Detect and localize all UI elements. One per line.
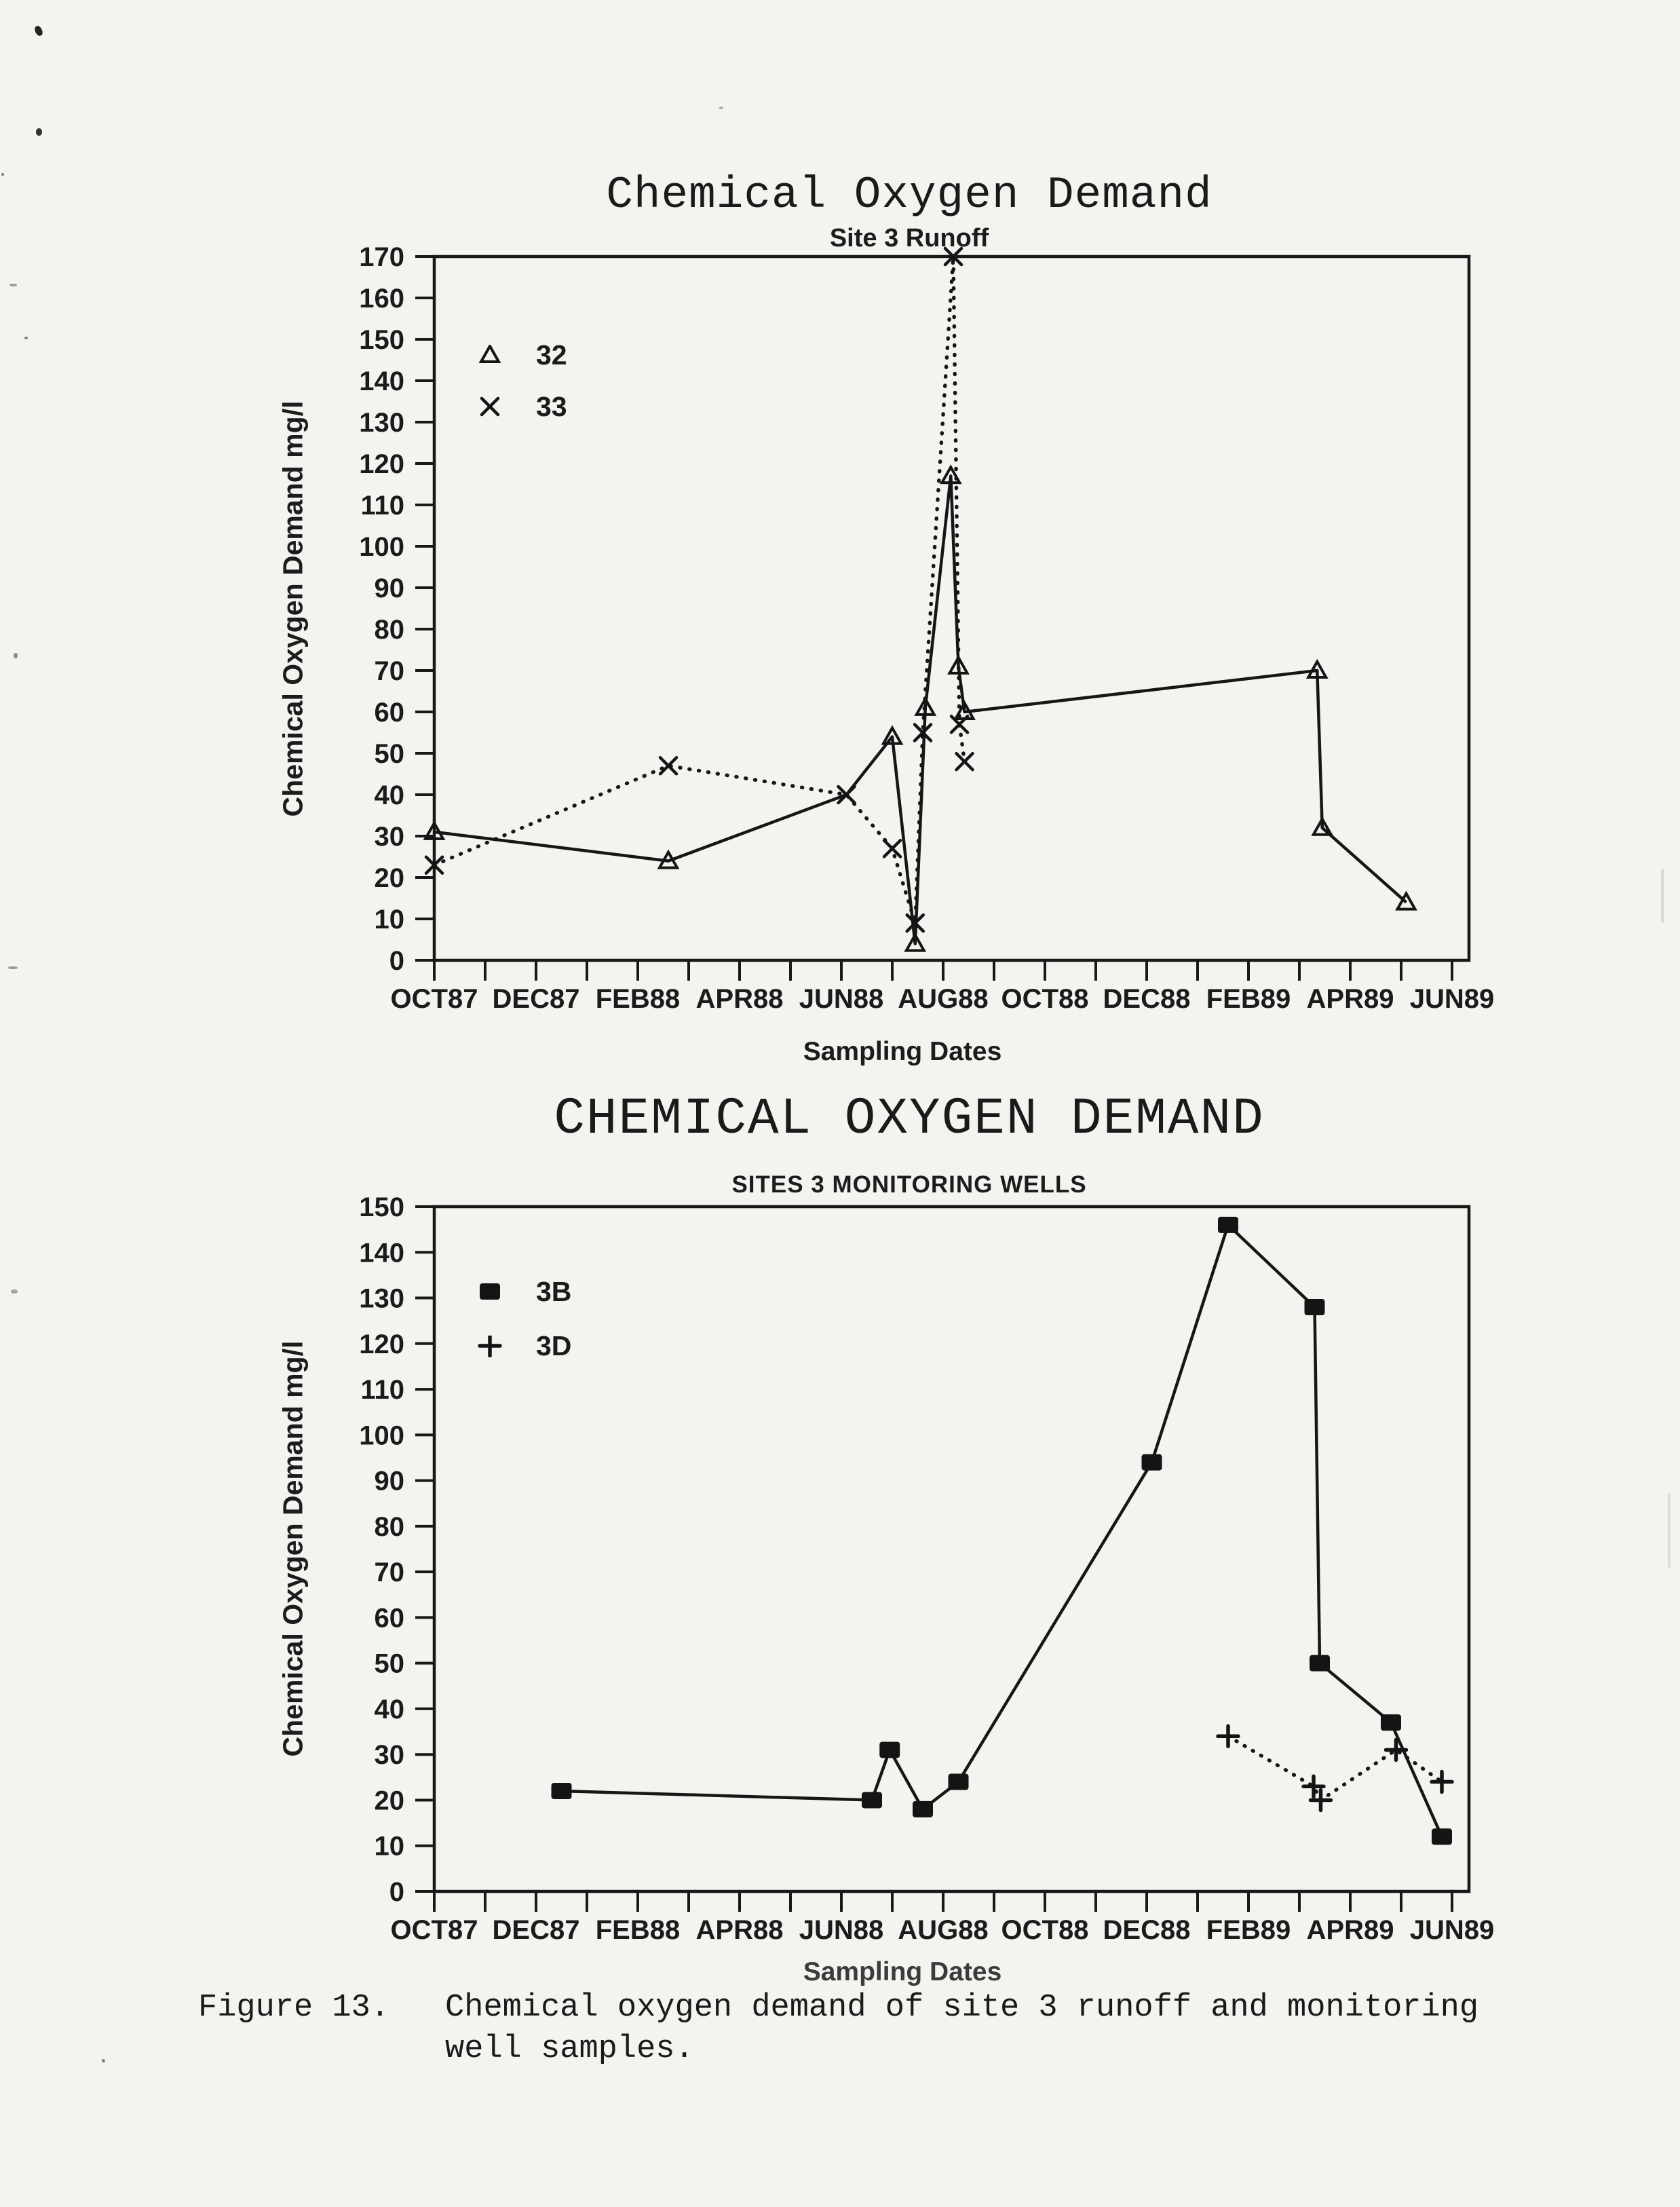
plot-area-0: 0 10 20 30 40 50 60 70 80 90 100 110 120 130 140 150 160… [359, 242, 1494, 1014]
x-tick-label: JUN88 [799, 1915, 884, 1945]
y-tick-label: 90 [375, 573, 405, 603]
y-tick-label: 140 [359, 366, 404, 396]
x-tick-label: OCT87 [391, 984, 478, 1014]
legend-label: 33 [536, 391, 567, 422]
x-tick-label: FEB89 [1206, 984, 1291, 1014]
figure-caption-label: Figure 13. [198, 1990, 390, 2026]
legend-label: 32 [536, 339, 567, 371]
y-tick-label: 140 [359, 1238, 404, 1268]
legend-label: 3D [536, 1330, 572, 1361]
x-tick-label: JUN88 [799, 984, 884, 1014]
triangle-marker-icon [478, 344, 501, 363]
series-line-3B [561, 1223, 1444, 1838]
figure-caption-text: Chemical oxygen demand of site 3 runoff … [445, 1987, 1478, 2070]
y-tick-label: 20 [375, 863, 405, 893]
y-tick-label: 30 [375, 822, 405, 852]
y-tick-label: 80 [375, 615, 405, 645]
scan-speck [9, 284, 17, 286]
x-tick-label: OCT88 [1001, 1915, 1089, 1945]
x-tick-label: FEB89 [1206, 1915, 1291, 1945]
y-tick-label: 20 [375, 1786, 405, 1815]
series-line-32 [434, 474, 1407, 945]
chart2-legend-item-3D: 3D [478, 1330, 571, 1362]
y-tick-label: 70 [375, 1558, 405, 1587]
chart2-legend-item-3B: 3B [478, 1276, 571, 1308]
chart1-x-axis-label: Sampling Dates [803, 1037, 1002, 1066]
scan-streak [1668, 1493, 1671, 1568]
x-tick-label: DEC88 [1103, 1915, 1191, 1945]
y-tick-label: 10 [375, 905, 405, 935]
x-tick-label: APR89 [1307, 1915, 1394, 1945]
y-tick-label: 90 [375, 1467, 405, 1496]
x-tick-label: AUG88 [898, 984, 988, 1014]
y-tick-label: 60 [375, 1603, 405, 1633]
y-tick-label: 0 [389, 946, 404, 976]
square-marker-icon [480, 1283, 500, 1300]
y-tick-label: 130 [359, 1284, 404, 1314]
y-tick-label: 60 [375, 698, 405, 728]
figure-caption: Figure 13. Chemical oxygen demand of sit… [198, 1987, 1478, 2070]
x-tick-label: APR89 [1307, 984, 1394, 1014]
caption-line-2: well samples. [445, 2031, 694, 2067]
chart2-title: CHEMICAL OXYGEN DEMAND [554, 1090, 1265, 1148]
y-tick-label: 30 [375, 1740, 405, 1770]
y-tick-label: 150 [359, 325, 404, 355]
y-tick-label: 100 [359, 532, 404, 562]
y-tick-label: 80 [375, 1512, 405, 1542]
plot-area-1: 0 10 20 30 40 50 60 70 80 90 100 110 120 130 140 150 OCT… [359, 1192, 1494, 1945]
x-tick-label: FEB88 [596, 1915, 681, 1945]
scan-streak [1661, 869, 1664, 923]
scan-speck [11, 1289, 18, 1294]
plus-marker-icon [478, 1335, 502, 1357]
scan-speck [24, 337, 28, 339]
scan-speck [36, 128, 42, 136]
chart2-subtitle: SITES 3 MONITORING WELLS [731, 1171, 1087, 1198]
x-marker-icon [480, 396, 500, 416]
y-tick-label: 160 [359, 284, 404, 314]
x-tick-label: OCT87 [391, 1915, 478, 1945]
scan-speck [14, 653, 18, 658]
y-tick-label: 150 [359, 1192, 404, 1222]
x-tick-label: APR88 [696, 984, 784, 1014]
y-tick-label: 120 [359, 449, 404, 479]
scan-speck [719, 107, 723, 109]
y-tick-label: 40 [375, 780, 405, 810]
y-tick-label: 50 [375, 739, 405, 769]
y-tick-label: 40 [375, 1695, 405, 1724]
x-tick-label: FEB88 [596, 984, 681, 1014]
x-tick-label: DEC87 [493, 984, 580, 1014]
y-tick-label: 70 [375, 656, 405, 686]
x-tick-label: JUN89 [1410, 1915, 1495, 1945]
y-tick-label: 0 [389, 1877, 404, 1907]
x-tick-label: AUG88 [898, 1915, 988, 1945]
y-tick-label: 110 [360, 1375, 404, 1405]
x-tick-label: DEC88 [1103, 984, 1191, 1014]
chart1-title: Chemical Oxygen Demand [606, 170, 1213, 221]
x-tick-label: JUN89 [1410, 984, 1495, 1014]
x-tick-label: APR88 [696, 1915, 784, 1945]
y-tick-label: 170 [359, 242, 404, 272]
caption-line-1: Chemical oxygen demand of site 3 runoff … [445, 1990, 1479, 2026]
x-tick-label: DEC87 [493, 1915, 580, 1945]
scan-speck [1, 173, 4, 176]
scan-speck [102, 2059, 105, 2062]
chart1-legend-item-32: 32 [478, 339, 567, 371]
scan-speck [8, 966, 18, 969]
y-tick-label: 10 [375, 1832, 405, 1862]
series-line-33 [432, 254, 967, 925]
y-tick-label: 120 [359, 1329, 404, 1359]
legend-label: 3B [536, 1276, 572, 1307]
y-tick-label: 50 [375, 1649, 405, 1679]
y-tick-label: 100 [359, 1420, 404, 1450]
y-tick-label: 130 [359, 408, 404, 438]
chart2-x-axis-label: Sampling Dates [803, 1957, 1002, 1986]
y-tick-label: 110 [360, 491, 404, 521]
chart1-legend-item-33: 33 [478, 391, 567, 423]
x-tick-label: OCT88 [1001, 984, 1089, 1014]
